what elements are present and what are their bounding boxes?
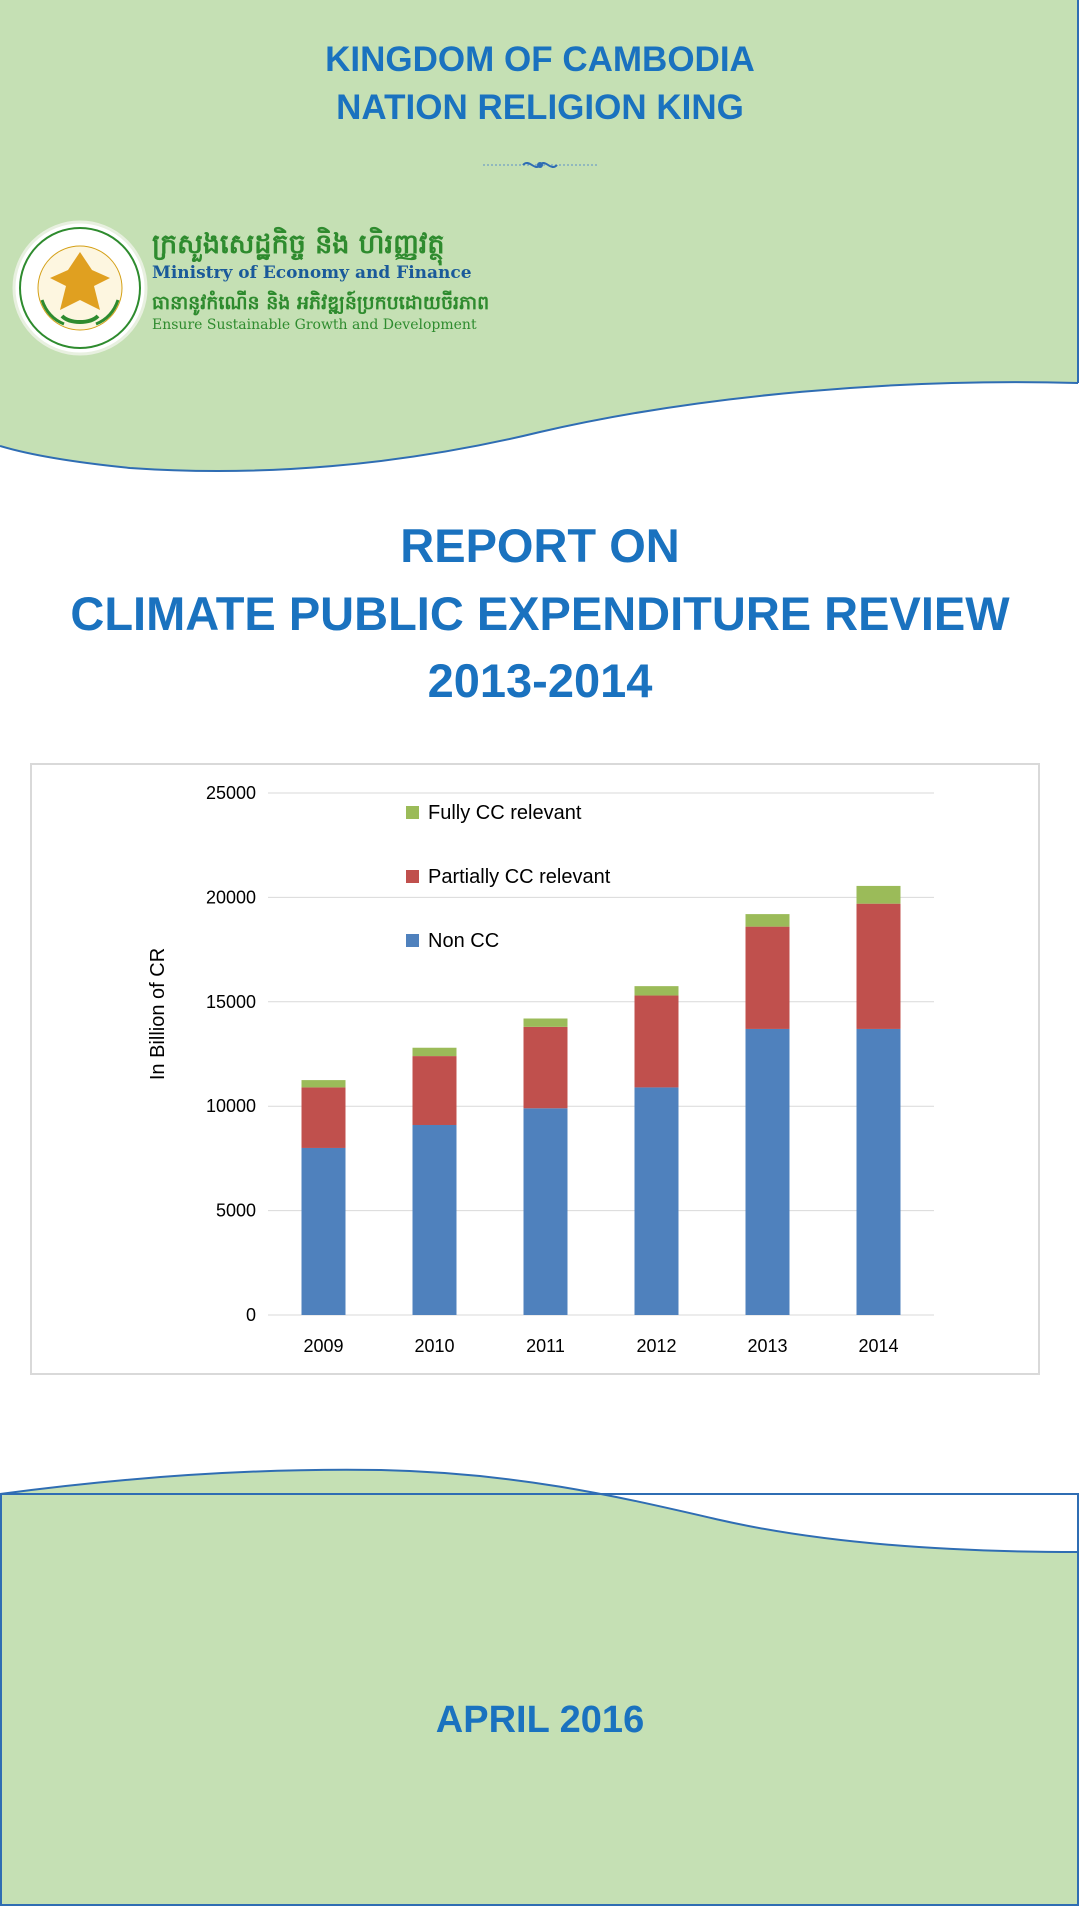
x-tick-label: 2012 (636, 1336, 676, 1356)
x-tick-label: 2014 (858, 1336, 898, 1356)
national-motto: NATION RELIGION KING (336, 88, 744, 127)
legend-swatch (406, 870, 419, 883)
legend-label: Non CC (428, 930, 499, 952)
bar-segment-partially-cc-relevant (301, 1087, 346, 1148)
y-tick-label: 10000 (206, 1096, 256, 1116)
bar-segment-partially-cc-relevant (745, 926, 790, 1029)
top-green-band (0, 0, 1078, 472)
x-tick-label: 2011 (526, 1336, 565, 1356)
legend-label: Fully CC relevant (428, 802, 582, 824)
y-axis-label: In Billion of CR (147, 948, 169, 1080)
report-title-line1: REPORT ON (400, 519, 680, 572)
bar-segment-non-cc (745, 1028, 790, 1315)
bottom-wave-line (0, 1468, 1079, 1553)
bar-segment-fully-cc-relevant (412, 1047, 457, 1057)
legend-swatch (406, 934, 419, 947)
bottom-green-band (0, 1469, 1078, 1905)
bar-segment-non-cc (523, 1108, 568, 1315)
bar-segment-partially-cc-relevant (856, 903, 901, 1029)
ministry-khmer-slogan: ធានានូវកំណើន និង អភិវឌ្ឍន៍ប្រកបដោយចីរភាព (152, 292, 490, 314)
top-wave-line (0, 381, 1079, 472)
x-tick-label: 2013 (747, 1336, 787, 1356)
legend-label: Partially CC relevant (428, 866, 611, 888)
stacked-bar-chart: 0 5000 10000 15000 20000 25000 2009 2010 2011 201… (147, 783, 934, 1356)
bar-segment-partially-cc-relevant (634, 995, 679, 1088)
bar-segment-fully-cc-relevant (301, 1080, 346, 1088)
ministry-seal-logo (12, 220, 148, 356)
y-tick-label: 15000 (206, 992, 256, 1012)
bar-segment-partially-cc-relevant (523, 1026, 568, 1109)
x-tick-label: 2010 (414, 1336, 454, 1356)
bar-segment-fully-cc-relevant (634, 986, 679, 996)
bar-segment-fully-cc-relevant (856, 885, 901, 904)
y-tick-label: 25000 (206, 783, 256, 803)
country-title: KINGDOM OF CAMBODIA (325, 40, 755, 79)
bar-segment-fully-cc-relevant (523, 1018, 568, 1027)
ministry-english-name: Ministry of Economy and Finance (152, 263, 472, 283)
ministry-khmer-name: ក្រសួងសេដ្ឋកិច្ច និង ហិរញ្ញវត្ថុ (152, 229, 445, 260)
x-tick-label: 2009 (303, 1336, 343, 1356)
bar-segment-non-cc (634, 1087, 679, 1315)
ornament-divider-icon (483, 162, 597, 168)
expenditure-chart: 0 5000 10000 15000 20000 25000 2009 2010 2011 201… (30, 763, 1040, 1375)
bottom-border (0, 1493, 1079, 1906)
ministry-name-block: ក្រសួងសេដ្ឋកិច្ច និង ហិរញ្ញវត្ថុ Ministr… (152, 228, 492, 334)
y-tick-label: 5000 (216, 1201, 256, 1221)
y-tick-label: 20000 (206, 887, 256, 907)
legend-swatch (406, 806, 419, 819)
bar-segment-partially-cc-relevant (412, 1056, 457, 1125)
bar-segment-non-cc (856, 1028, 901, 1315)
y-tick-label: 0 (246, 1305, 256, 1325)
ministry-english-slogan: Ensure Sustainable Growth and Developmen… (152, 317, 477, 333)
bar-segment-non-cc (412, 1124, 457, 1315)
bar-segment-fully-cc-relevant (745, 914, 790, 927)
report-title-line2: CLIMATE PUBLIC EXPENDITURE REVIEW (70, 587, 1010, 640)
bar-segment-non-cc (301, 1147, 346, 1315)
report-title-line3: 2013-2014 (427, 654, 653, 707)
publication-date: APRIL 2016 (435, 1699, 645, 1741)
